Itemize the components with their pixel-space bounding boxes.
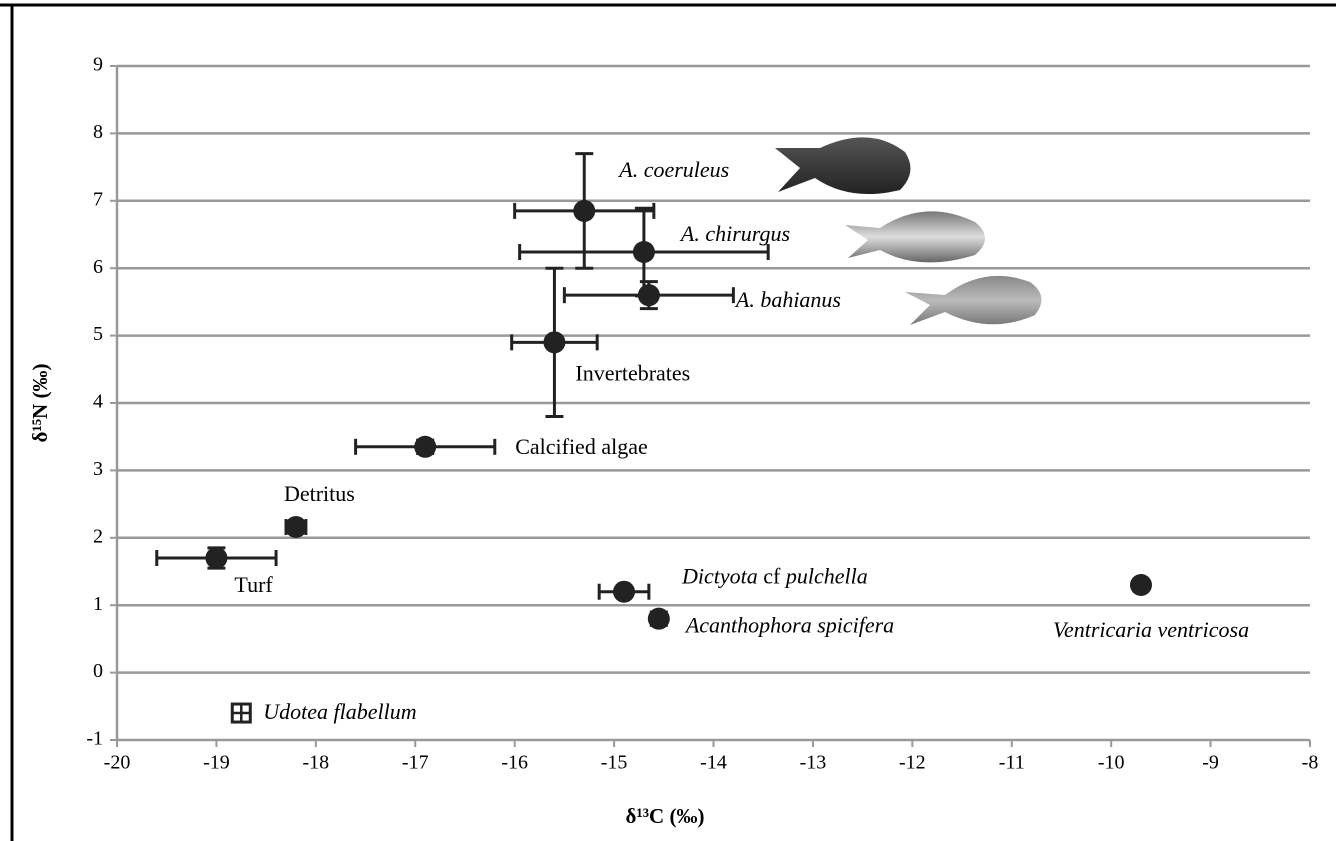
fish-image	[905, 275, 1042, 325]
point	[205, 547, 228, 570]
point	[230, 702, 252, 724]
point	[613, 580, 636, 603]
point	[543, 331, 566, 354]
x-tick-label: -10	[1098, 752, 1125, 774]
x-tick-label: -20	[104, 752, 131, 774]
point-label: Dictyota cf pulchella	[681, 564, 868, 589]
fish-image	[845, 211, 985, 263]
point-label: Invertebrates	[575, 360, 690, 385]
y-tick-label: 7	[93, 188, 103, 210]
point-label: Udotea flabellum	[263, 699, 416, 724]
point-label: Ventricaria ventricosa	[1053, 617, 1249, 642]
point-label: A. chirurgus	[679, 221, 790, 246]
x-tick-label: -9	[1202, 752, 1219, 774]
point	[1129, 573, 1152, 596]
x-axis-title: δ¹³C (‰)	[626, 804, 705, 828]
y-tick-label: 8	[93, 121, 103, 143]
point	[573, 199, 596, 222]
label-part: Udotea flabellum	[263, 699, 416, 724]
point	[632, 241, 655, 264]
y-tick-label: 5	[93, 323, 103, 345]
label-part: Acanthophora spicifera	[684, 613, 894, 638]
label-part: Invertebrates	[575, 360, 690, 385]
x-tick-label: -8	[1302, 752, 1319, 774]
point-label: Calcified algae	[515, 434, 648, 459]
label-part: A. chirurgus	[679, 221, 790, 246]
x-tick-label: -11	[999, 752, 1025, 774]
y-axis-title: δ¹⁵N (‰)	[28, 364, 52, 443]
label-part: A. bahianus	[734, 287, 841, 312]
x-tick-label: -17	[402, 752, 429, 774]
label-part: Dictyota	[681, 564, 758, 589]
x-tick-label: -16	[501, 752, 528, 774]
x-tick-label: -15	[601, 752, 628, 774]
y-tick-label: 4	[93, 391, 103, 413]
label-part: Detritus	[284, 481, 355, 506]
point-label: Turf	[234, 572, 273, 597]
y-tick-label: 6	[93, 256, 103, 278]
point	[637, 284, 660, 307]
x-tick-label: -18	[302, 752, 329, 774]
point-label: A. bahianus	[734, 287, 841, 312]
point	[414, 435, 437, 458]
point-label: Acanthophora spicifera	[684, 613, 894, 638]
label-part: Ventricaria ventricosa	[1053, 617, 1249, 642]
x-tick-label: -13	[800, 752, 827, 774]
point	[284, 516, 307, 539]
label-part: Calcified algae	[515, 434, 648, 459]
y-tick-label: 9	[93, 54, 103, 76]
label-part: pulchella	[784, 564, 868, 589]
y-tick-label: 2	[93, 525, 103, 547]
x-tick-label: -12	[899, 752, 926, 774]
y-tick-label: 1	[93, 593, 103, 615]
point	[647, 607, 670, 630]
y-tick-label: 0	[93, 660, 103, 682]
label-part: cf	[758, 564, 786, 589]
x-tick-label: -14	[700, 752, 727, 774]
point-label: Detritus	[284, 481, 355, 506]
label-part: Turf	[234, 572, 273, 597]
label-part: A. coeruleus	[617, 157, 729, 182]
point-label: A. coeruleus	[617, 157, 729, 182]
y-tick-label: -1	[86, 728, 103, 750]
y-tick-label: 3	[93, 458, 103, 480]
fish-image	[775, 137, 911, 194]
x-tick-label: -19	[203, 752, 230, 774]
